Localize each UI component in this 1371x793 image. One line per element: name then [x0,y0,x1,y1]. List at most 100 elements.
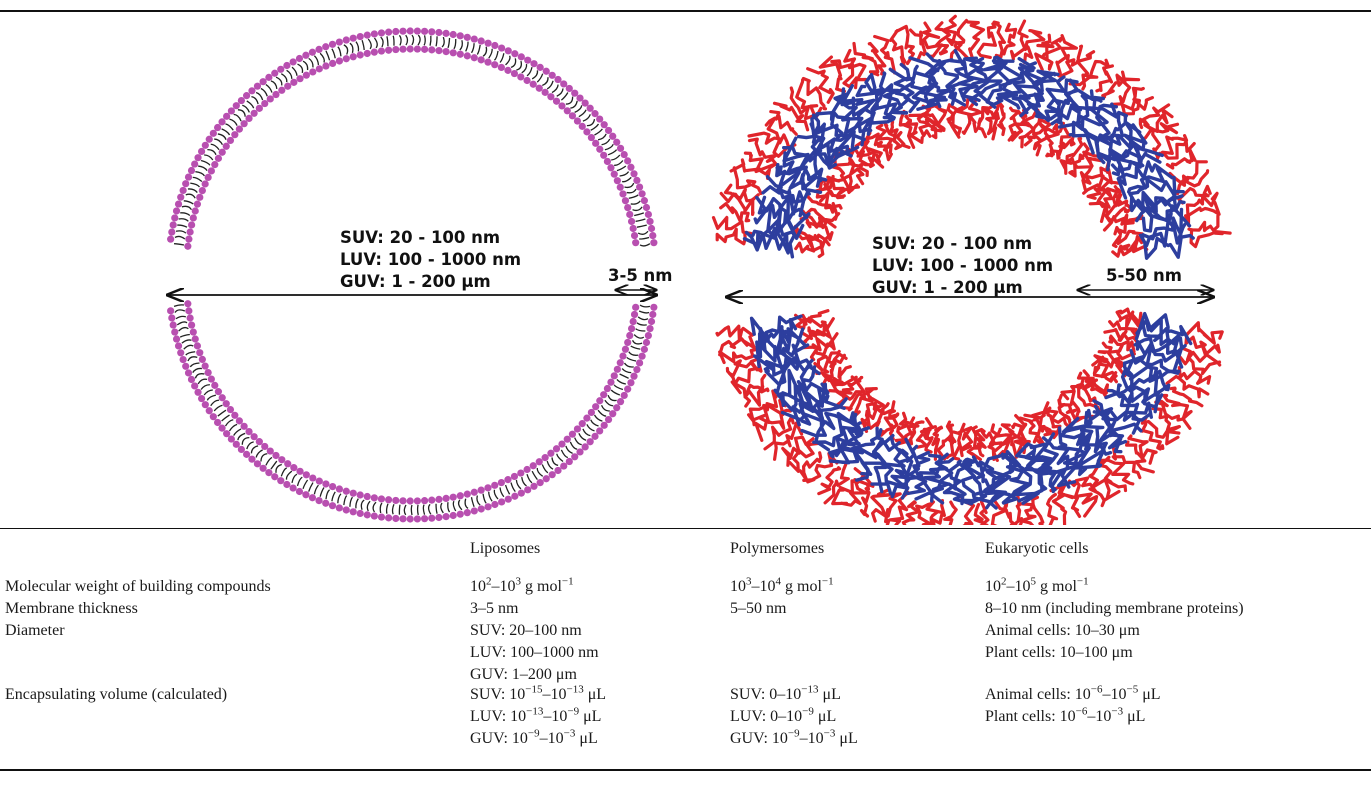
lipid-tail [285,470,293,480]
hydrophobic-chain [753,339,800,372]
hydrophobic-chain [960,56,988,102]
lipid-head [477,56,485,64]
polymersome-luv-label: LUV: 100 - 1000 nm [872,256,1053,275]
hydrophilic-chain [1120,86,1145,118]
lipid-head [621,197,630,205]
lipid-tail [610,389,621,396]
hydrophilic-chain [794,241,825,259]
lipid-head [335,504,343,512]
hydrophilic-chain [801,76,828,111]
volume-liposomes-guv: GUV: 10−9–10−3 μL [470,727,598,747]
hydrophilic-chain [764,116,797,149]
hydrophilic-chain [1162,393,1193,421]
lipid-head [541,88,549,96]
lipid-head [610,170,618,178]
lipid-tail [355,498,359,509]
lipid-head [356,491,364,499]
lipid-tail [542,77,549,87]
lipid-head [171,328,179,336]
lipid-tail [198,165,208,171]
hydrophilic-chain [984,105,999,136]
lipid-head [535,84,543,92]
lipid-tail [560,449,569,459]
hydrophobic-chain [978,55,1008,109]
lipid-head [315,45,323,54]
lipid-head [560,80,568,88]
lipid-head [385,28,393,36]
hydrophilic-chain [1127,434,1158,465]
hydrophilic-chain [1079,153,1104,184]
hydrophilic-chain [1057,398,1073,430]
hydrophilic-chain [732,166,763,195]
hydrophilic-chain [1049,482,1068,525]
lipid-tail [560,92,569,101]
table-row: Encapsulating volume (calculated) SUV: 1… [0,684,1371,708]
lipid-tail [578,109,587,118]
lipid-head [250,433,258,441]
lipid-tail [482,493,487,504]
hydrophilic-chain [883,121,902,151]
lipid-head [504,476,512,484]
lipid-tail [488,491,493,502]
lipid-head [201,141,209,149]
lipid-head [491,481,499,489]
hydrophilic-chain [997,102,1006,137]
lipid-tail [192,367,202,373]
lipid-head [315,477,323,485]
hydrophilic-chain [931,499,946,525]
hydrophilic-chain [934,21,951,56]
hydrophilic-chain [1034,123,1059,157]
lipid-head [193,200,201,208]
lipid-head [309,474,317,482]
lipid-head [392,45,400,54]
hydrophilic-chain [1140,416,1180,446]
lipid-tail [639,243,651,247]
lipid-head [284,460,292,468]
lipid-head [194,388,202,396]
hydrophilic-chain [801,207,841,223]
lipid-head [278,86,286,94]
hydrophilic-chain [1067,479,1099,518]
lipid-head [413,45,422,53]
liposome-diagram [167,27,658,523]
lipid-head [191,160,199,168]
hydrophilic-chain [1009,19,1029,61]
lipid-head [576,448,584,456]
lipid-head [607,164,615,172]
lipid-head [586,438,594,446]
lipid-tail [637,316,649,321]
hydrophilic-chain [1179,345,1222,367]
volume-liposomes-luv: LUV: 10−13–10−9 μL [470,705,602,725]
lipid-head [377,47,386,55]
lipid-tail [331,491,336,502]
lipid-head [185,307,193,315]
hydrophilic-chain [1101,70,1127,99]
lipid-head [187,166,196,175]
hydrophobic-chain [815,111,856,149]
lipid-head [449,30,457,39]
lipid-head [289,58,297,66]
lipid-tail [174,235,186,240]
lipid-head [635,183,644,191]
lipid-head [510,69,519,78]
lipid-tail [607,149,618,156]
lipid-head [385,46,393,54]
lipid-head [413,27,421,35]
hydrophilic-chain [867,41,887,76]
lipid-head [167,307,175,315]
hydrophilic-chain [1103,203,1134,223]
hydrophobic-chain [870,435,906,486]
figure-table-rule [0,528,1371,529]
lipid-tail [536,467,544,477]
hydrophilic-chain [1099,458,1135,486]
hydrophilic-chain [884,492,902,525]
lipid-head [607,378,615,386]
lipid-head [356,51,364,59]
volume-polymersomes-guv: GUV: 10−9–10−3 μL [730,727,858,747]
lipid-tail [429,35,432,46]
lipid-head [547,449,555,457]
lipid-tail [639,304,651,308]
row-label-diameter: Diameter [5,622,65,639]
lipid-tail [213,404,223,412]
lipid-head [196,193,204,201]
